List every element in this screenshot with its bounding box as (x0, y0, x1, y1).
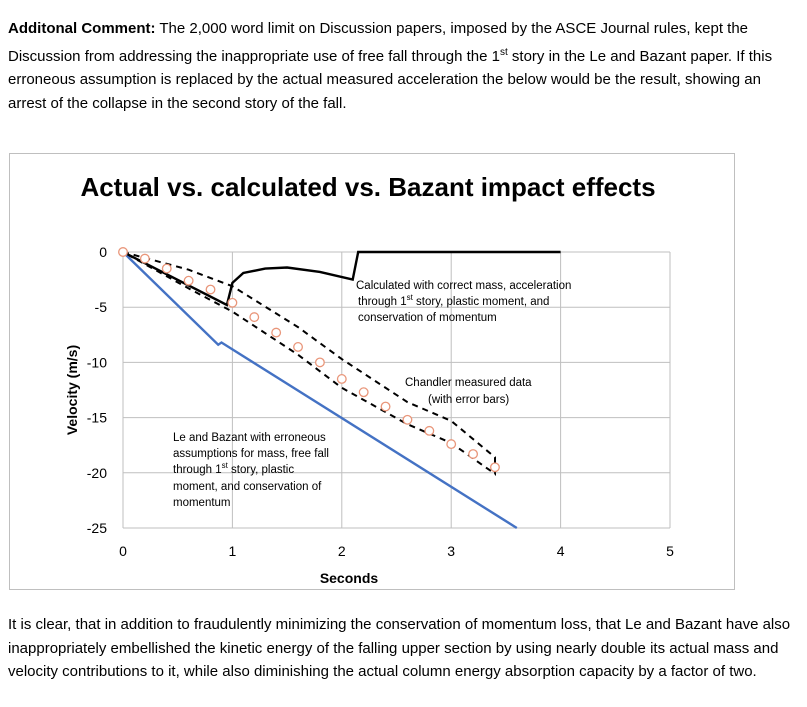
annotation-chandler-line1: Chandler measured data (405, 377, 532, 389)
measured-point (314, 357, 325, 368)
annotation-calculated-line2: through 1st story, plastic moment, and (358, 293, 549, 308)
y-tick-label: 0 (99, 244, 107, 260)
x-tick-label: 0 (119, 543, 127, 559)
y-tick-label: -15 (87, 410, 107, 426)
annotation-bazant-line4: moment, and conservation of (173, 481, 322, 493)
conclusion-paragraph: It is clear, that in addition to fraudul… (8, 616, 791, 680)
grid (122, 251, 671, 529)
annotation-bazant-line3: through 1st story, plastic (173, 461, 294, 476)
intro-text-part1: The 2,000 word limit on Discussion paper… (8, 20, 749, 65)
x-tick-label: 3 (447, 543, 455, 559)
chart: Actual vs. calculated vs. Bazant impact … (64, 172, 674, 586)
intro-superscript: st (499, 46, 508, 58)
y-axis-title: Velocity (m/s) (64, 345, 80, 435)
x-tick-label: 1 (229, 543, 237, 559)
measured-point (293, 341, 303, 352)
measured-point (380, 401, 391, 412)
intro-text-part2: story in the Le and Bazant paper. If thi… (8, 47, 773, 112)
measured-point (358, 387, 369, 398)
measured-point (118, 247, 128, 257)
measured-point (446, 439, 457, 450)
measured-point (468, 449, 479, 459)
measured-point (227, 297, 238, 308)
measured-point (402, 414, 413, 425)
measured-point (205, 284, 216, 295)
calculated-line (122, 250, 561, 307)
annotation-bazant-line1: Le and Bazant with erroneous (173, 432, 326, 444)
ticks-layer: 0 1 2 3 4 5 0 -5 -10 -15 -20 -25 (87, 244, 674, 559)
measured-point (336, 374, 347, 384)
y-tick-label: -20 (87, 465, 107, 481)
x-axis-title: Seconds (320, 570, 379, 586)
x-tick-label: 2 (338, 543, 346, 559)
comment-lead: Additonal Comment: (8, 20, 156, 37)
measured-point (490, 462, 500, 473)
measured-point (139, 253, 150, 264)
measured-point (161, 263, 172, 274)
y-tick-label: -5 (95, 299, 108, 315)
measured-point (183, 275, 194, 286)
points-layer (118, 247, 500, 473)
intro-paragraph: Additonal Comment: The 2,000 word limit … (8, 17, 803, 115)
annotation-calculated-line3: conservation of momentum (358, 312, 497, 324)
chart-title: Actual vs. calculated vs. Bazant impact … (80, 172, 655, 202)
annotation-chandler-line2: (with error bars) (428, 394, 509, 406)
measured-point (271, 327, 282, 338)
bazant-line (122, 251, 518, 530)
measured-point (249, 312, 260, 323)
series-layer (122, 250, 561, 530)
x-tick-label: 5 (666, 543, 674, 559)
annotation-calculated-line1: Calculated with correct mass, accelerati… (356, 280, 571, 292)
error-band-outline (122, 251, 496, 476)
annotation-bazant-line2: assumptions for mass, free fall (173, 448, 329, 460)
measured-point (424, 425, 435, 436)
y-tick-label: -25 (87, 520, 107, 536)
chart-frame: Actual vs. calculated vs. Bazant impact … (9, 153, 735, 590)
x-tick-label: 4 (557, 543, 565, 559)
annotation-bazant-line5: momentum (173, 497, 231, 509)
y-tick-label: -10 (87, 354, 107, 370)
